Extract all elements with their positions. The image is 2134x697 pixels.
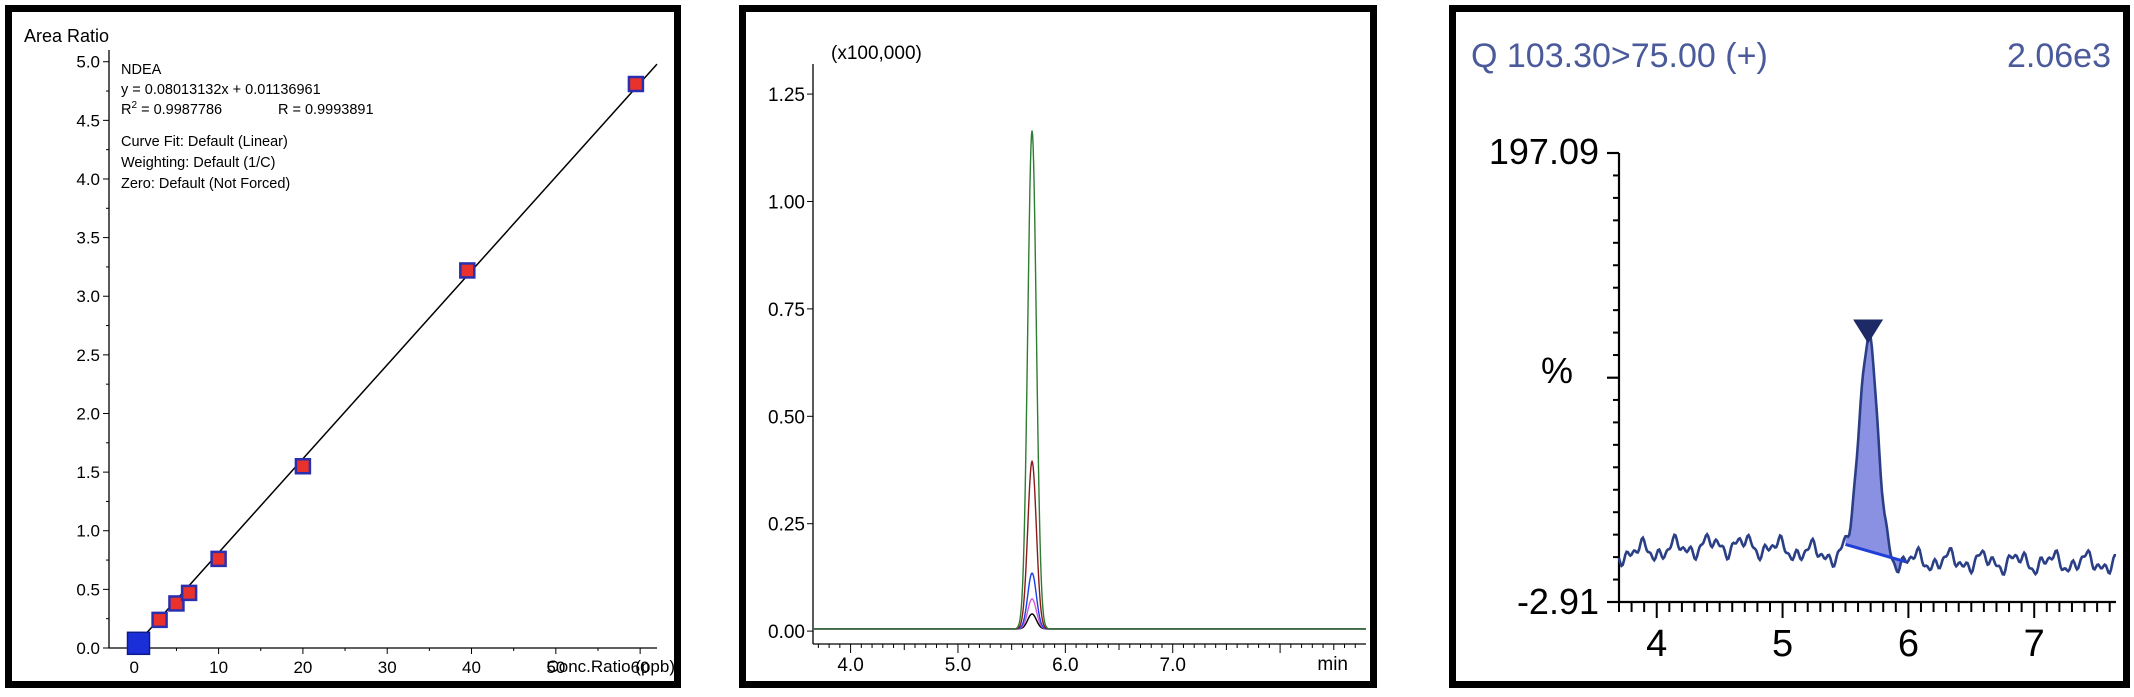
origin-point bbox=[126, 631, 151, 656]
intensity-label: 2.06e3 bbox=[2007, 37, 2111, 75]
x-tick-label: 5.0 bbox=[945, 655, 971, 676]
chromatogram-trace bbox=[813, 572, 1366, 630]
weighting-label: Weighting: Default (1/C) bbox=[121, 155, 275, 171]
y-tick-label: 2.5 bbox=[76, 346, 100, 365]
calibration-point bbox=[294, 458, 312, 475]
curve-fit-label: Curve Fit: Default (Linear) bbox=[121, 134, 288, 150]
y-tick-label: 0.50 bbox=[768, 407, 805, 428]
x-tick-label: 20 bbox=[293, 658, 312, 677]
x-tick-label: 10 bbox=[209, 658, 228, 677]
y-tick-label: 0.5 bbox=[76, 580, 100, 599]
y-tick-label: 1.00 bbox=[768, 192, 805, 213]
calibration-point bbox=[627, 75, 645, 93]
calibration-point bbox=[180, 584, 198, 602]
calibration-point bbox=[168, 595, 185, 612]
y-tick-label: 0.0 bbox=[76, 639, 100, 658]
regression-line bbox=[129, 63, 658, 652]
y-tick-label: 4.0 bbox=[76, 170, 100, 189]
x-tick-label: 5 bbox=[1772, 623, 1793, 665]
y-tick-label: 4.5 bbox=[76, 111, 100, 130]
y-tick-label: 0.00 bbox=[768, 622, 805, 643]
calibration-point bbox=[459, 262, 476, 279]
x-tick-label: 30 bbox=[378, 658, 397, 677]
y-tick-label: 5.0 bbox=[76, 53, 100, 72]
chromatogram-chart: (x100,000) min 0.00 0.25 0.50 0.75 1.00 1.25 4… bbox=[768, 43, 1366, 676]
x-tick-label: 40 bbox=[462, 658, 481, 677]
y-tick-label: 3.0 bbox=[76, 287, 100, 306]
y-tick-label: 1.5 bbox=[76, 463, 100, 482]
x-tick-label: 4.0 bbox=[837, 655, 863, 676]
x-tick-label: 0 bbox=[130, 658, 139, 677]
compound-name: NDEA bbox=[121, 62, 162, 78]
y-max-label: 197.09 bbox=[1489, 131, 1599, 172]
mrm-transition-panel: Q 103.30>75.00 (+) 2.06e3 197.09 % -2.91… bbox=[1449, 5, 2130, 688]
equation-annotation: NDEA y = 0.08013132x + 0.01136961 R2 = 0… bbox=[121, 62, 374, 192]
y-tick-label: 1.25 bbox=[768, 85, 805, 106]
x-tick-label: 60 bbox=[631, 658, 650, 677]
integration-baseline bbox=[1845, 543, 1907, 564]
transition-title: Q 103.30>75.00 (+) bbox=[1471, 37, 1768, 75]
y-tick-label: 0.25 bbox=[768, 515, 805, 536]
y-axis-label: Area Ratio bbox=[24, 26, 109, 46]
calibration-curve-chart: Area Ratio Conc.Ratio (ppb) NDEA y = 0.0… bbox=[24, 26, 674, 677]
chromatogram-trace bbox=[813, 130, 1366, 630]
mrm-transition-chart: Q 103.30>75.00 (+) 2.06e3 197.09 % -2.91… bbox=[1471, 37, 2117, 665]
r-squared-label: R2 = 0.9987786 bbox=[121, 100, 222, 118]
x-tick-label: 7.0 bbox=[1160, 655, 1186, 676]
axes: 0.0 0.5 1.0 1.5 2.0 2.5 3.0 3.5 4.0 4.5 5.0 0 10 20 30… bbox=[76, 50, 657, 677]
x-tick-label: 6.0 bbox=[1052, 655, 1078, 676]
calibration-point bbox=[151, 611, 168, 629]
x-tick-label: 6 bbox=[1898, 623, 1919, 665]
zero-label: Zero: Default (Not Forced) bbox=[121, 176, 290, 192]
y-min-label: -2.91 bbox=[1517, 581, 1599, 622]
y-unit-label: (x100,000) bbox=[831, 43, 922, 64]
axes: 0.00 0.25 0.50 0.75 1.00 1.25 4.0 5.0 6.0 7.0 bbox=[768, 64, 1366, 676]
x-unit-label: min bbox=[1317, 654, 1348, 675]
chromatogram-trace bbox=[813, 598, 1366, 630]
chromatogram-trace bbox=[813, 459, 1366, 630]
r-value: R = 0.9993891 bbox=[278, 102, 374, 118]
chromatogram-trace bbox=[813, 613, 1366, 630]
calibration-point bbox=[210, 550, 227, 568]
x-tick-label: 4 bbox=[1646, 623, 1667, 665]
y-tick-label: 2.0 bbox=[76, 404, 100, 423]
calibration-curve-panel: Area Ratio Conc.Ratio (ppb) NDEA y = 0.0… bbox=[5, 5, 681, 688]
fit-equation: y = 0.08013132x + 0.01136961 bbox=[121, 82, 321, 98]
integrated-peak-area bbox=[1845, 333, 1906, 573]
chromatogram-panel: (x100,000) min 0.00 0.25 0.50 0.75 1.00 1.25 4… bbox=[739, 5, 1377, 688]
axes: 4 5 6 7 bbox=[1607, 151, 2116, 665]
y-tick-label: 3.5 bbox=[76, 229, 100, 248]
peak-marker-icon bbox=[1853, 319, 1884, 344]
y-tick-label: 0.75 bbox=[768, 300, 805, 321]
x-tick-label: 50 bbox=[546, 658, 565, 677]
x-tick-label: 7 bbox=[2024, 623, 2045, 665]
x-axis-label: Conc.Ratio (ppb) bbox=[546, 657, 674, 676]
y-percent-label: % bbox=[1541, 350, 1573, 391]
y-tick-label: 1.0 bbox=[76, 522, 100, 541]
